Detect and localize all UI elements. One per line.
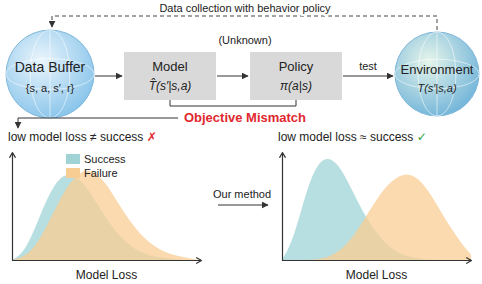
svg-text:Data collection with behavior: Data collection with behavior policy: [159, 2, 331, 14]
svg-text:Policy: Policy: [279, 59, 314, 74]
svg-text:T̂(s′|s,a): T̂(s′|s,a): [149, 78, 192, 93]
svg-text:low model loss ≈ success ✓: low model loss ≈ success ✓: [278, 130, 427, 144]
svg-text:(Unknown): (Unknown): [218, 34, 271, 46]
svg-text:test: test: [359, 60, 377, 72]
svg-text:low model loss ≠ success ✗: low model loss ≠ success ✗: [8, 130, 157, 144]
html-text:Failure: Failure: [84, 167, 118, 179]
svg-text:Model: Model: [152, 59, 188, 74]
svg-text:T(s′|s,a): T(s′|s,a): [417, 82, 456, 94]
svg-text:π(a|s): π(a|s): [280, 79, 312, 93]
svg-text:Our method: Our method: [213, 188, 271, 200]
svg-text:Objective Mismatch: Objective Mismatch: [184, 110, 306, 125]
svg-text:Model Loss: Model Loss: [346, 268, 407, 282]
svg-text:Data Buffer: Data Buffer: [15, 59, 86, 75]
svg-text:{s, a, s′, r}: {s, a, s′, r}: [26, 82, 75, 94]
svg-text:Environment: Environment: [401, 62, 474, 77]
svg-text:Model Loss: Model Loss: [76, 268, 137, 282]
html-text:Success: Success: [84, 153, 126, 165]
